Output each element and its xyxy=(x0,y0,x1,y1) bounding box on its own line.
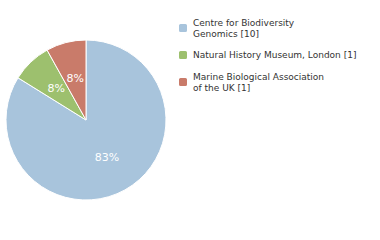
svg-text:Marine Biological Association: Marine Biological Association xyxy=(193,72,324,82)
svg-text:Centre for Biodiversity: Centre for Biodiversity xyxy=(193,18,295,28)
svg-text:8%: 8% xyxy=(48,82,65,95)
svg-text:Genomics [10]: Genomics [10] xyxy=(193,29,259,39)
svg-text:83%: 83% xyxy=(95,151,119,164)
svg-text:of the UK [1]: of the UK [1] xyxy=(193,83,250,93)
svg-text:Natural History Museum, London: Natural History Museum, London [1] xyxy=(193,50,356,60)
svg-text:8%: 8% xyxy=(66,72,83,85)
